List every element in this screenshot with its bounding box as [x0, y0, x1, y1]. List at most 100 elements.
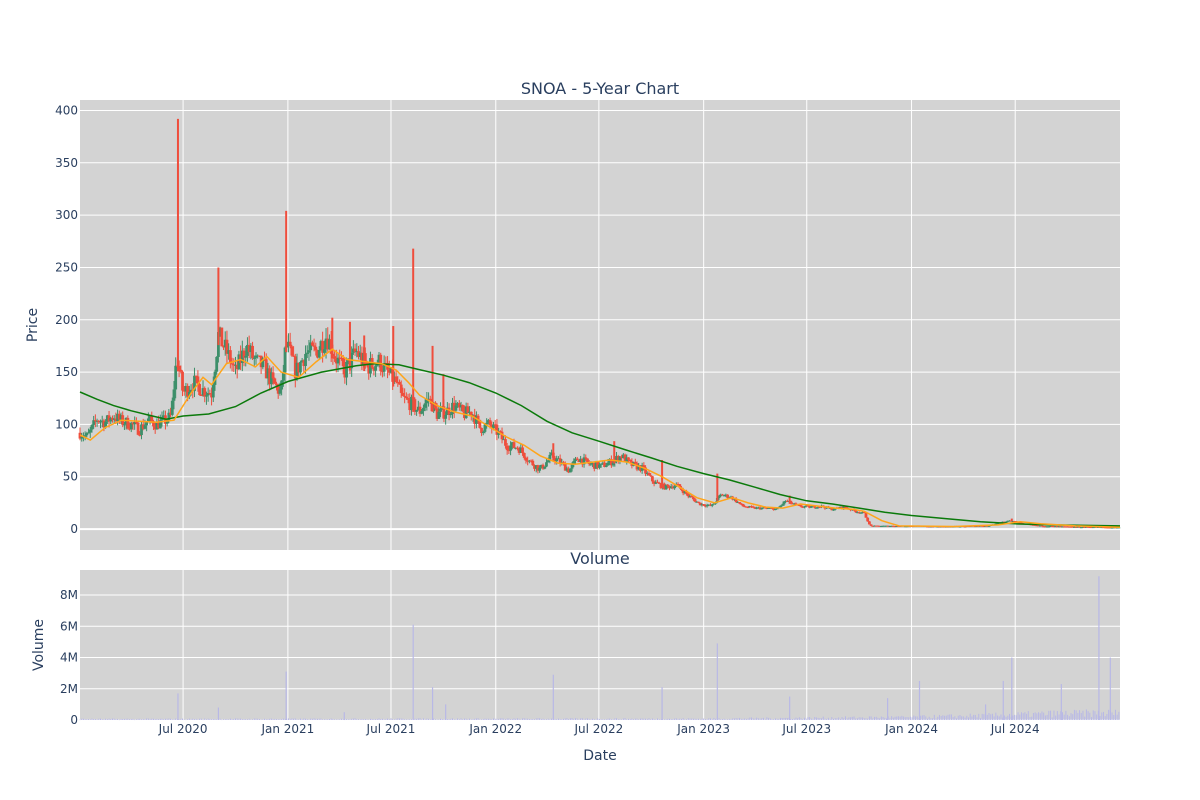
volume-bar: [867, 718, 869, 720]
candle-body: [302, 360, 306, 367]
volume-bar: [224, 719, 226, 720]
candle-body: [1013, 521, 1017, 523]
candle: [548, 452, 552, 464]
candle-body: [869, 524, 873, 526]
volume-bar: [98, 718, 100, 720]
volume-bar: [103, 719, 105, 720]
candle-body: [208, 393, 212, 395]
candle: [509, 441, 512, 456]
volume-bar: [258, 718, 260, 720]
volume-bar: [515, 718, 517, 720]
volume-bar: [404, 719, 406, 720]
candle-body: [357, 351, 360, 357]
candle: [746, 506, 750, 509]
candle-body: [345, 362, 348, 378]
candle: [242, 348, 246, 367]
volume-bar: [1082, 710, 1084, 720]
candle-body: [146, 418, 150, 423]
price-axis-title: Price: [25, 308, 41, 342]
candle-body: [408, 399, 412, 411]
candle: [90, 424, 94, 433]
candle: [724, 493, 728, 498]
volume-bar: [653, 719, 655, 720]
candle-body: [1076, 526, 1080, 528]
candle: [692, 496, 695, 501]
volume-bar: [234, 718, 236, 720]
candle-body: [172, 389, 176, 401]
candle-body: [779, 505, 782, 508]
volume-bar: [1067, 714, 1069, 720]
volume-bar: [443, 719, 445, 720]
volume-bar: [462, 719, 464, 720]
candle-body: [1096, 526, 1100, 528]
candle: [268, 365, 272, 391]
volume-bar: [800, 718, 802, 720]
candle-body: [457, 403, 461, 408]
candle-body: [475, 415, 478, 424]
candle: [353, 343, 357, 356]
volume-bar: [228, 719, 230, 720]
candle: [372, 367, 376, 376]
volume-bar: [221, 719, 223, 721]
candle-body: [287, 341, 290, 345]
volume-bar: [385, 718, 387, 720]
volume-bar: [264, 718, 266, 720]
candle-body: [606, 462, 610, 466]
candle: [486, 419, 490, 425]
volume-bar: [684, 719, 686, 720]
volume-bar: [776, 718, 778, 720]
volume-bar: [428, 718, 430, 720]
volume-bar: [407, 719, 409, 720]
volume-bar: [819, 718, 821, 720]
candle-body: [134, 421, 138, 423]
candle: [447, 403, 451, 421]
candle-body: [1067, 526, 1071, 528]
candle-body: [526, 460, 530, 462]
candle-body: [681, 490, 685, 494]
volume-bar: [209, 718, 211, 720]
candle-body: [700, 504, 704, 506]
candle-body: [567, 468, 571, 473]
candle: [709, 503, 712, 507]
candle-body: [447, 407, 451, 415]
candle: [1047, 526, 1051, 528]
candle-body: [555, 458, 559, 462]
volume-bar: [199, 718, 201, 720]
candle-body: [977, 525, 981, 527]
candle-body: [239, 354, 243, 363]
volume-bar: [142, 718, 144, 720]
candle-body: [815, 507, 818, 509]
volume-bar: [798, 717, 800, 720]
candle-body: [751, 506, 755, 508]
candle: [215, 356, 219, 375]
candle-body: [531, 460, 535, 466]
candle-body: [138, 434, 142, 436]
volume-bar: [487, 718, 489, 720]
candle: [211, 376, 215, 403]
candle-body: [1061, 526, 1064, 528]
volume-bar: [966, 715, 968, 720]
candle: [457, 400, 461, 411]
candle-body: [785, 500, 789, 502]
volume-bar: [848, 717, 850, 720]
candle: [109, 416, 113, 425]
candle: [112, 415, 116, 424]
candle-body: [1064, 526, 1068, 528]
candle: [201, 380, 205, 397]
volume-bar: [380, 719, 382, 720]
candle: [437, 406, 441, 420]
candle-body: [177, 365, 181, 370]
candle: [804, 505, 808, 508]
candle: [536, 464, 540, 474]
volume-bar: [957, 715, 959, 720]
volume-bar: [328, 719, 330, 720]
candle-body: [1050, 525, 1054, 527]
candle-body: [310, 342, 314, 346]
candle-body: [1112, 527, 1116, 529]
candle: [703, 504, 707, 508]
volume-bar: [865, 718, 867, 720]
volume-bar: [721, 719, 723, 720]
candle: [550, 449, 553, 456]
candle: [592, 462, 596, 472]
volume-bar: [790, 718, 792, 720]
